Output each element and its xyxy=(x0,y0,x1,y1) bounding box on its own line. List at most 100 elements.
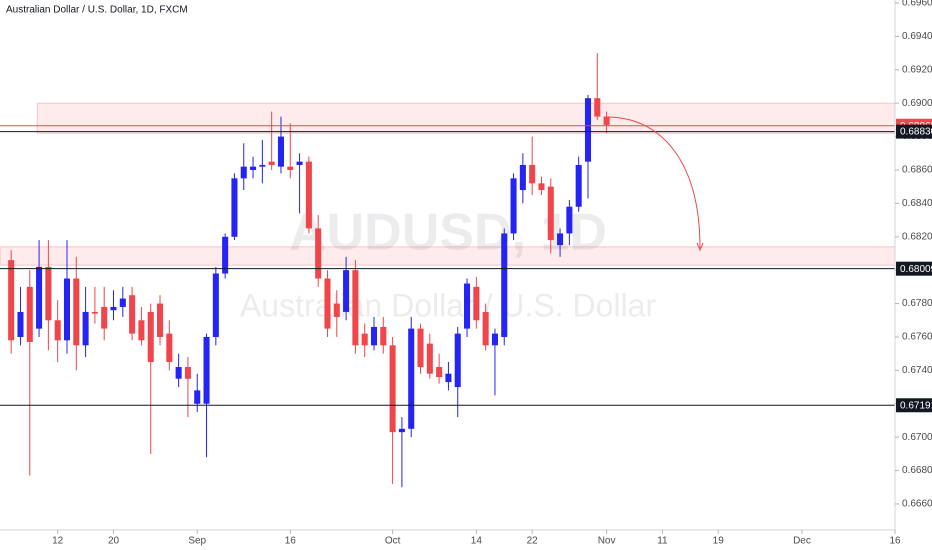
candle-body xyxy=(63,278,71,341)
candle-body xyxy=(426,343,433,374)
price-tag-label: 0.68009 xyxy=(900,264,932,275)
candle-body xyxy=(250,166,257,170)
x-tick-label: Dec xyxy=(793,536,811,547)
axes: 0.666000.668000.670000.672000.674000.676… xyxy=(52,0,932,547)
watermark: AUDUSD, 1D xyxy=(289,204,607,262)
candle-body xyxy=(129,295,136,334)
candle-body xyxy=(54,320,61,341)
x-tick-label: 12 xyxy=(52,536,64,547)
y-tick-label: 0.69600 xyxy=(902,0,932,9)
candle-body xyxy=(584,98,592,162)
candle-body xyxy=(287,166,294,170)
candle-body xyxy=(26,286,33,342)
candle-body xyxy=(473,286,480,321)
x-tick-label: 16 xyxy=(889,536,901,547)
candle-body xyxy=(445,373,452,383)
candle-body xyxy=(203,336,210,404)
candle-body xyxy=(194,390,201,404)
candle-body xyxy=(17,311,24,337)
price-tag xyxy=(896,124,932,139)
candle-body xyxy=(315,228,322,279)
candle-body xyxy=(259,164,266,167)
price-tag xyxy=(896,261,932,276)
x-tick-label: 19 xyxy=(713,536,725,547)
candle-body xyxy=(82,311,89,346)
x-tick-label: Sep xyxy=(188,536,206,547)
candle-body xyxy=(482,311,489,346)
candle-body xyxy=(417,328,424,368)
candle-body xyxy=(510,178,517,234)
candle-body xyxy=(184,367,191,379)
candle-body xyxy=(138,320,145,341)
candle-body xyxy=(491,333,498,346)
candle-body xyxy=(45,266,52,321)
candle-body xyxy=(222,236,229,274)
candle-body xyxy=(277,136,284,167)
price-tag xyxy=(896,398,932,413)
candle-body xyxy=(380,326,387,346)
candle-body xyxy=(370,326,378,346)
x-tick-label: Oct xyxy=(385,536,401,547)
chart-title: Australian Dollar / U.S. Dollar, 1D, FXC… xyxy=(6,5,188,16)
candle-body xyxy=(575,164,582,207)
candle-body xyxy=(436,367,443,378)
candle-body xyxy=(352,270,359,346)
x-tick-label: 20 xyxy=(108,536,120,547)
candle-body xyxy=(538,183,545,191)
candle-body xyxy=(305,161,312,229)
candle-body xyxy=(166,333,173,363)
candle-body xyxy=(147,311,154,363)
candle-body xyxy=(519,164,526,191)
watermark-subtitle: Australian Dollar / U.S. Dollar xyxy=(240,287,656,323)
plot xyxy=(0,53,895,488)
candle-body xyxy=(398,428,405,433)
x-tick-label: 16 xyxy=(285,536,297,547)
candle-body xyxy=(594,98,601,117)
candle-body xyxy=(454,333,461,388)
candle-body xyxy=(501,233,508,337)
candle-body xyxy=(408,328,415,429)
projection-arrow xyxy=(608,116,701,249)
zone xyxy=(36,102,896,134)
candle-body xyxy=(557,233,564,246)
candle-body xyxy=(333,303,340,317)
candle-body xyxy=(296,161,303,165)
candle-body xyxy=(389,345,396,433)
candle-body xyxy=(212,273,219,337)
candle-body xyxy=(231,178,238,237)
arrow-head xyxy=(696,242,704,252)
candle-body xyxy=(361,333,368,346)
candle-body xyxy=(529,164,536,184)
x-tick-label: 14 xyxy=(471,536,483,547)
candle-body xyxy=(268,161,275,165)
candle-body xyxy=(73,278,80,346)
candle-body xyxy=(156,303,164,337)
candle-body xyxy=(464,283,471,329)
x-tick-label: 22 xyxy=(527,536,539,547)
candle-body xyxy=(175,367,182,379)
candle-body xyxy=(566,206,573,234)
price-tag-label: 0.67191 xyxy=(900,400,932,411)
candle-body xyxy=(603,116,610,125)
candle-body xyxy=(110,306,117,311)
candle-body xyxy=(8,260,15,341)
candle-body xyxy=(547,186,554,241)
candle-body xyxy=(343,270,350,312)
candle-body xyxy=(324,278,331,329)
x-tick-label: Nov xyxy=(598,536,616,547)
candle-body xyxy=(91,311,98,314)
